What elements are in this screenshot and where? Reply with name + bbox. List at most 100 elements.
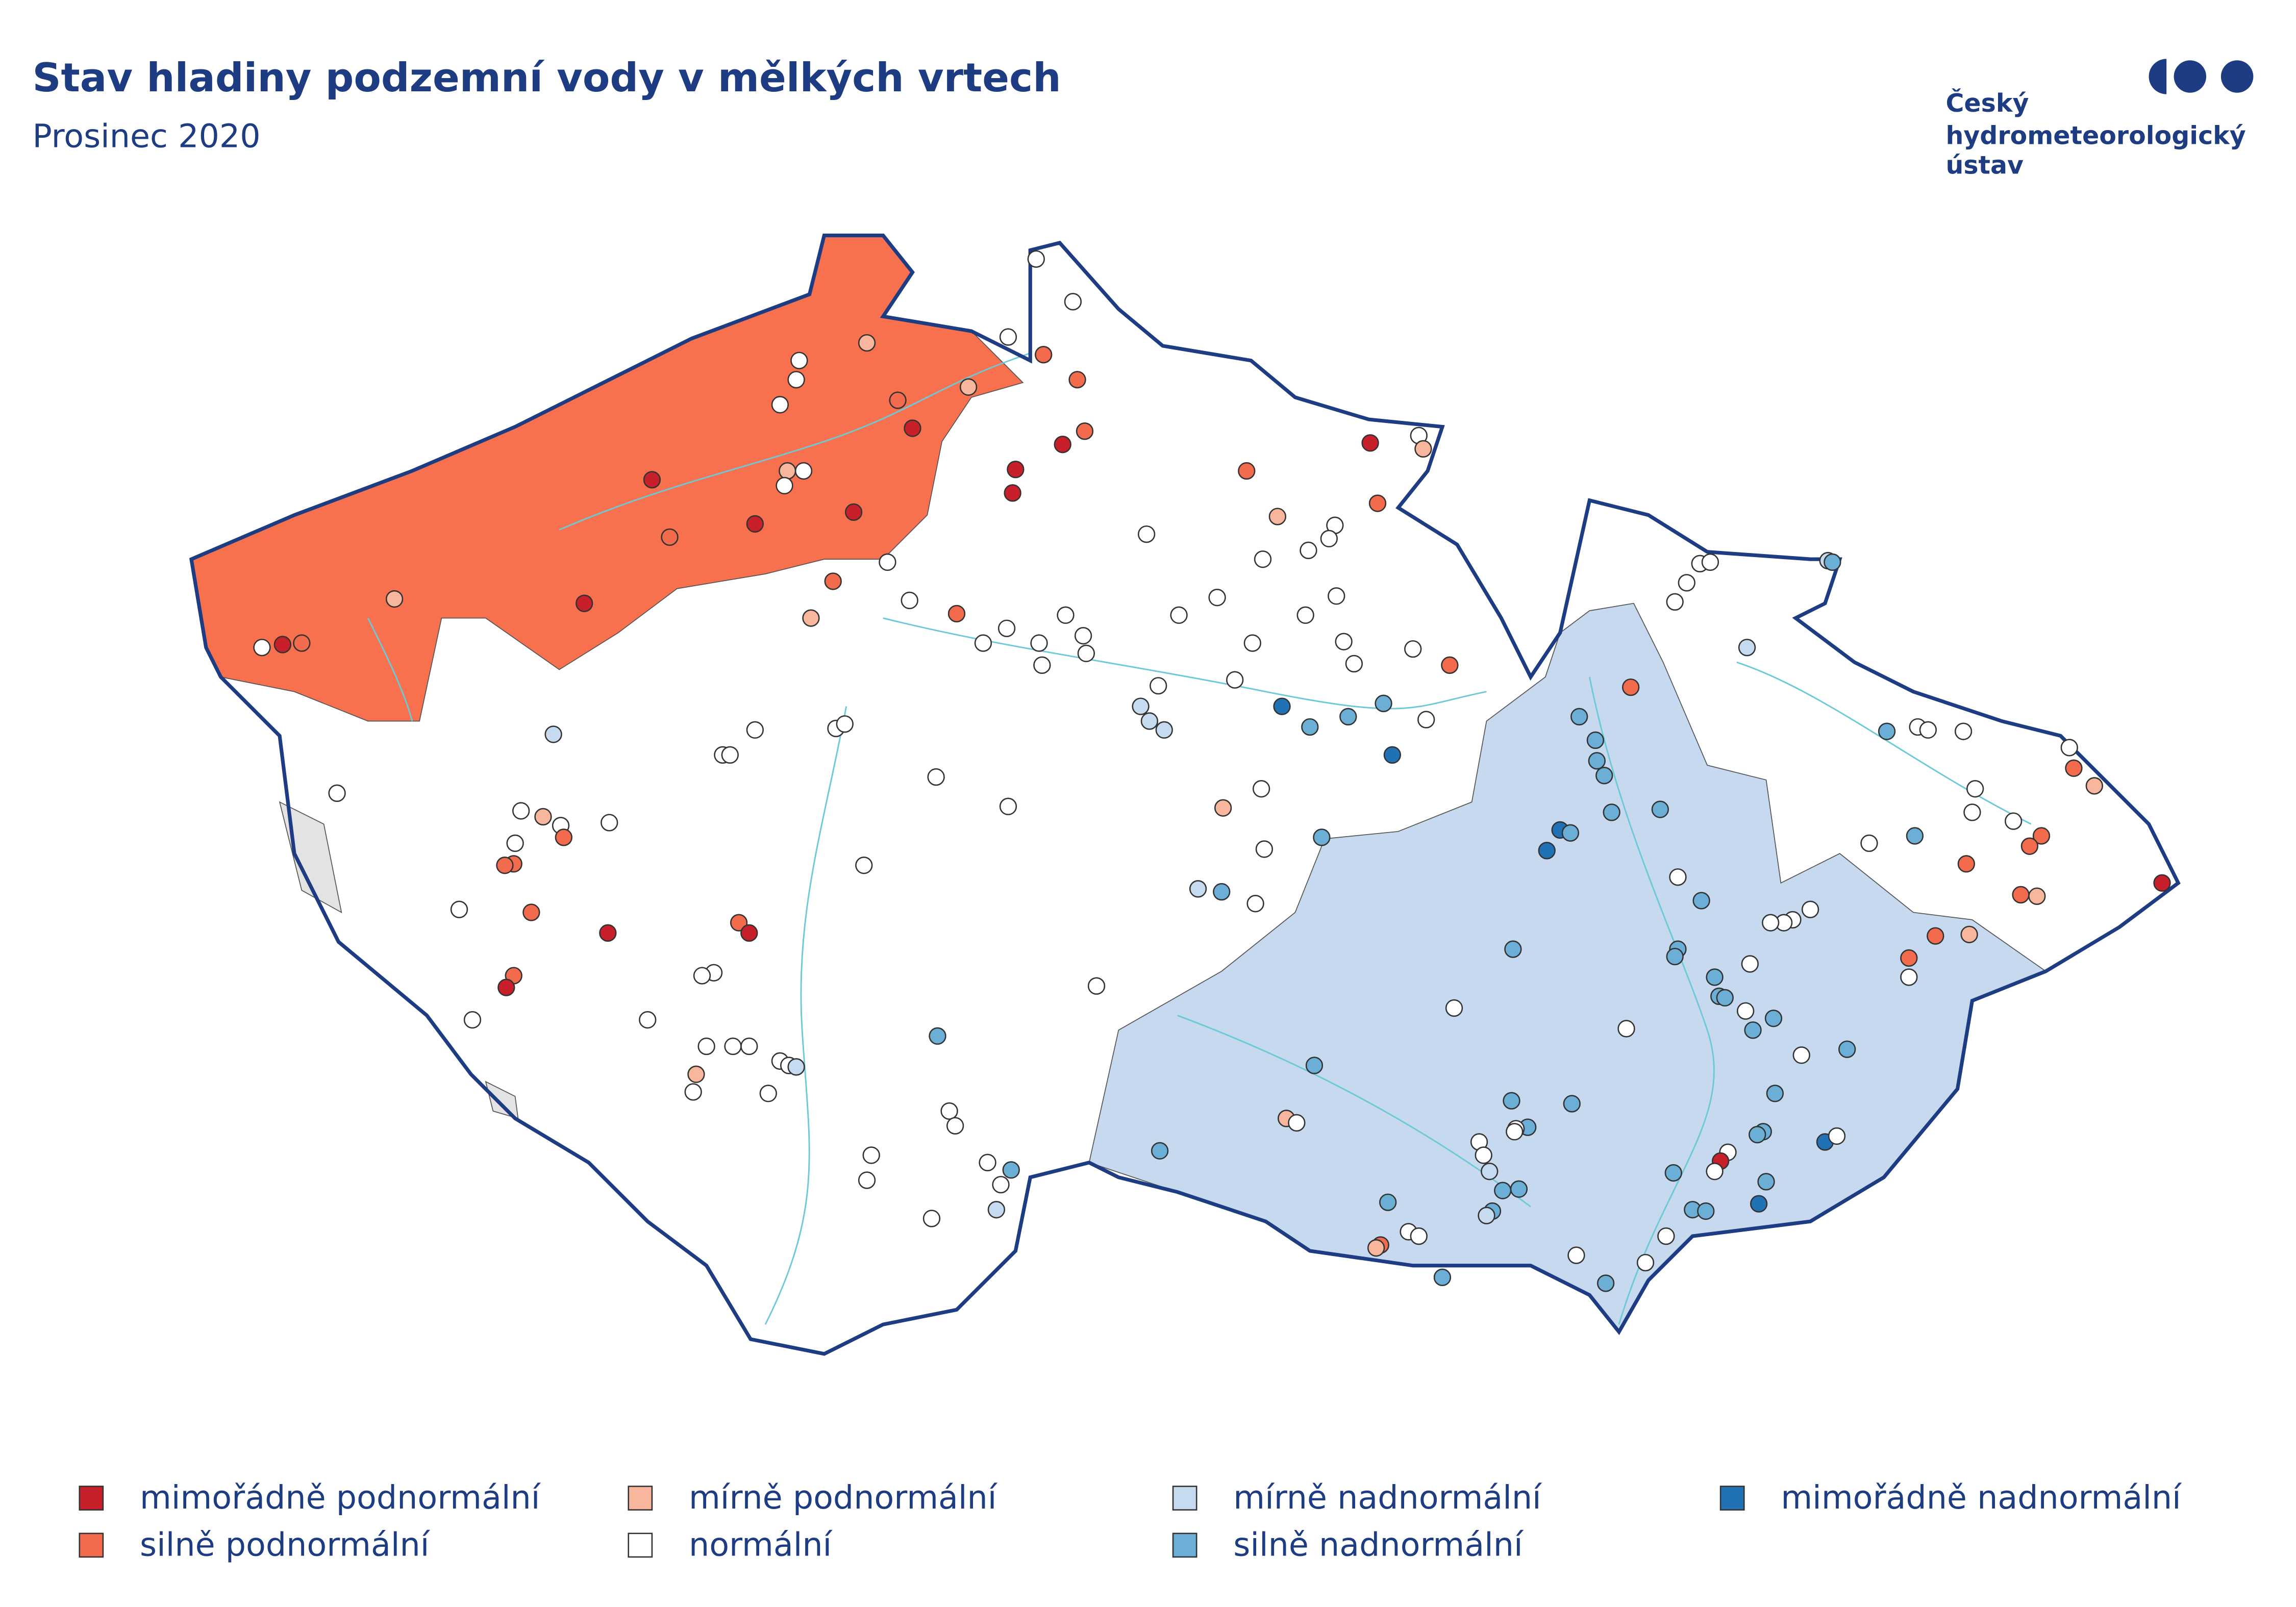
station: [1701, 553, 1719, 571]
station: [1410, 1227, 1428, 1245]
station: [1151, 1142, 1169, 1160]
station: [1137, 525, 1156, 543]
station: [1588, 752, 1606, 770]
station: [1510, 1180, 1528, 1198]
station: [697, 1037, 715, 1056]
station: [1651, 800, 1669, 818]
station: [1368, 494, 1387, 512]
station: [959, 378, 978, 396]
station: [522, 903, 540, 921]
station: [730, 914, 748, 932]
station: [1002, 1161, 1020, 1179]
station: [1919, 721, 1937, 739]
station: [979, 1153, 996, 1172]
station: [1273, 697, 1291, 715]
station: [1214, 799, 1232, 817]
station: [1030, 634, 1048, 652]
station: [992, 1175, 1010, 1194]
station: [1561, 824, 1580, 842]
border: [189, 233, 2181, 1356]
station: [1087, 977, 1106, 995]
station: [724, 1037, 742, 1056]
station: [1328, 587, 1345, 605]
station: [1064, 293, 1082, 311]
station: [1567, 1246, 1585, 1264]
stations: [253, 250, 2171, 1292]
logo-text: ústav: [1945, 150, 2024, 180]
station: [946, 1117, 964, 1135]
station: [1361, 434, 1379, 452]
station: [497, 978, 515, 996]
legend-label: mimořádně nadnormální: [1781, 1478, 2182, 1516]
station: [1927, 927, 1944, 945]
station: [1603, 804, 1620, 821]
station: [1503, 1092, 1520, 1110]
station: [947, 605, 966, 623]
legend-label: mírně nadnormální: [1233, 1478, 1542, 1516]
station: [927, 768, 945, 786]
station: [1738, 639, 1756, 657]
station: [1441, 656, 1459, 674]
river: [367, 617, 413, 721]
station: [790, 351, 808, 369]
station: [771, 396, 789, 414]
station: [576, 594, 593, 612]
station: [1906, 827, 1924, 845]
station: [1068, 371, 1086, 389]
station: [759, 1085, 777, 1102]
station: [1963, 804, 1981, 821]
river: [764, 706, 847, 1325]
station: [1749, 1125, 1766, 1144]
station: [544, 725, 562, 743]
legend-label: silně podnormální: [140, 1525, 431, 1563]
station: [1417, 711, 1435, 729]
station: [1716, 989, 1734, 1007]
station: [1057, 606, 1075, 624]
station: [1301, 718, 1319, 736]
station: [2085, 777, 2103, 795]
station: [901, 591, 918, 610]
station: [1445, 999, 1463, 1017]
station: [1481, 1162, 1499, 1181]
station: [862, 1146, 880, 1164]
station: [1074, 626, 1092, 645]
station: [1077, 644, 1095, 662]
legend-swatch: [79, 1486, 104, 1511]
logo-text: hydrometeorologický: [1945, 121, 2245, 150]
station: [1828, 1127, 1846, 1145]
station: [1957, 855, 1976, 873]
station: [1669, 868, 1687, 886]
legend-label: normální: [689, 1525, 833, 1563]
station: [1027, 250, 1045, 268]
station: [1246, 894, 1264, 913]
station: [740, 924, 758, 942]
station: [1226, 671, 1244, 689]
station: [1313, 828, 1331, 846]
station: [1966, 780, 1984, 798]
station: [555, 828, 572, 846]
station: [1506, 1123, 1524, 1141]
legend-swatch: [628, 1533, 653, 1558]
station: [273, 636, 292, 654]
legend-swatch: [1172, 1486, 1197, 1511]
station: [879, 553, 896, 571]
station: [293, 634, 311, 652]
legend: mimořádně podnormální silně podnormální mí…: [79, 1478, 2182, 1563]
station: [1838, 1040, 1856, 1058]
station: [1383, 746, 1402, 764]
legend-swatch: [628, 1486, 653, 1511]
river: [1588, 676, 1715, 1325]
station: [1678, 574, 1695, 592]
station: [987, 1200, 1006, 1219]
station: [1736, 1002, 1755, 1020]
station: [1750, 1195, 1768, 1213]
station: [1254, 550, 1272, 568]
station: [1335, 633, 1353, 650]
station: [2020, 837, 2039, 855]
station: [746, 721, 764, 739]
station: [1268, 508, 1287, 525]
station: [1252, 780, 1270, 798]
station: [999, 328, 1017, 346]
station: [929, 1027, 946, 1045]
